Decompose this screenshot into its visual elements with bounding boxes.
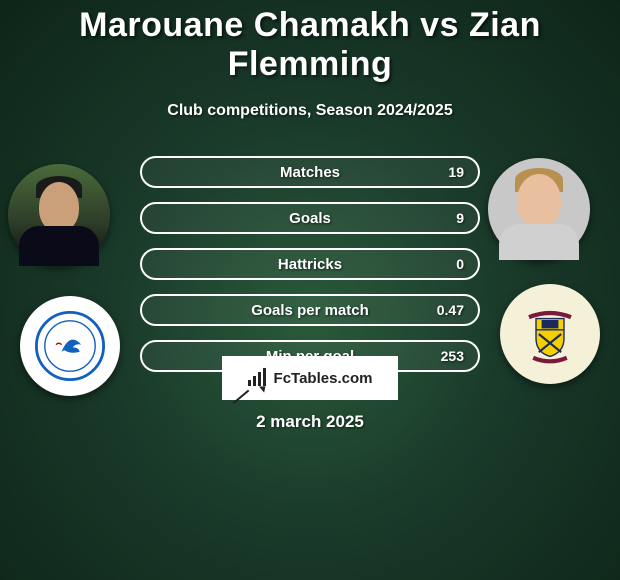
burnley-icon (515, 299, 585, 369)
stat-label: Hattricks (278, 256, 342, 273)
cardiff-icon (35, 311, 105, 381)
stat-value: 253 (441, 348, 464, 364)
stat-row: Matches 19 (140, 156, 480, 188)
chart-icon (248, 368, 270, 386)
stats-list: Matches 19 Goals 9 Hattricks 0 Goals per… (140, 156, 480, 372)
brand-text: FcTables.com (274, 370, 373, 387)
brand-badge: FcTables.com (222, 356, 398, 400)
stat-label: Goals per match (251, 302, 369, 319)
date-text: 2 march 2025 (0, 412, 620, 432)
club-left-badge (20, 296, 120, 396)
player-left-avatar (8, 164, 110, 266)
stat-label: Goals (289, 210, 331, 227)
stat-value: 9 (456, 210, 464, 226)
club-right-badge (500, 284, 600, 384)
stat-row: Goals 9 (140, 202, 480, 234)
stat-value: 19 (448, 164, 464, 180)
stat-value: 0 (456, 256, 464, 272)
stat-label: Matches (280, 164, 340, 181)
page-title: Marouane Chamakh vs Zian Flemming (0, 0, 620, 84)
subtitle: Club competitions, Season 2024/2025 (0, 102, 620, 120)
player-right-avatar (488, 158, 590, 260)
stat-row: Hattricks 0 (140, 248, 480, 280)
stat-value: 0.47 (437, 302, 464, 318)
stat-row: Goals per match 0.47 (140, 294, 480, 326)
